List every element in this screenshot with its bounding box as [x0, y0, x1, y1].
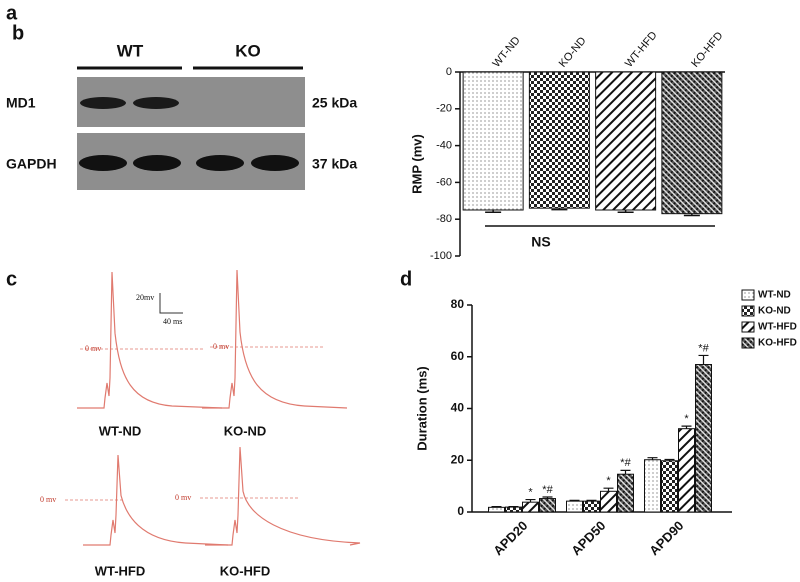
error-bar [683, 213, 700, 217]
size-label: 37 kDa [312, 156, 357, 172]
zero-label: 0 mv [40, 495, 56, 504]
bar [522, 501, 539, 513]
bar [462, 71, 524, 211]
trace-label: KO-HFD [220, 563, 271, 578]
error-bar [569, 499, 580, 502]
x-tick-label: APD50 [568, 518, 608, 558]
legend-label: WT-HFD [758, 322, 797, 333]
error-bar [525, 498, 536, 503]
y-tick-label: -40 [436, 140, 452, 152]
legend-swatch [741, 289, 755, 301]
bar [528, 71, 590, 209]
significance: *# [698, 342, 709, 354]
error-bar [620, 469, 631, 475]
ap-trace [205, 446, 361, 546]
trace-label: KO-ND [224, 423, 267, 438]
bar [600, 490, 617, 513]
significance: * [606, 475, 611, 487]
bar [595, 71, 657, 211]
bar [661, 460, 678, 513]
ap-trace [202, 269, 348, 409]
bar [488, 506, 505, 513]
panel-letter: b [12, 22, 24, 44]
ap-trace [77, 271, 223, 409]
error-bar [542, 496, 553, 499]
significance: * [684, 413, 689, 425]
group-label: KO [235, 41, 261, 60]
legend-swatch [741, 305, 755, 317]
size-label: 25 kDa [312, 95, 357, 111]
trace-label: WT-ND [99, 423, 142, 438]
error-bar [551, 208, 568, 211]
x-tick-label: WT-ND [490, 34, 522, 69]
band [133, 155, 181, 171]
annotation: NS [531, 234, 550, 250]
zero-label: 0 mv [213, 342, 229, 351]
error-bar [586, 499, 597, 502]
bar [644, 459, 661, 513]
error-bar [491, 505, 502, 508]
y-tick-label: 0 [457, 504, 464, 518]
scale-bar [159, 293, 183, 314]
significance: *# [542, 484, 553, 496]
row-label: MD1 [6, 95, 36, 111]
error-bar [681, 425, 692, 429]
trace-label: WT-HFD [95, 563, 146, 578]
bar [583, 500, 600, 513]
scale-label: 20mv [136, 293, 154, 302]
group-label: WT [117, 41, 144, 60]
y-tick-label: -100 [430, 250, 452, 262]
y-tick-label: -80 [436, 213, 452, 225]
ap-trace [83, 454, 229, 546]
zero-label: 0 mv [175, 493, 191, 502]
legend-label: KO-ND [758, 306, 791, 317]
y-tick-label: -60 [436, 176, 452, 188]
scale-label: 40 ms [163, 317, 182, 326]
error-bar [603, 487, 614, 492]
bar [695, 364, 712, 513]
legend-swatch [741, 321, 755, 333]
legend-swatch [741, 337, 755, 349]
bar [678, 428, 695, 513]
band [133, 97, 179, 109]
row-label: GAPDH [6, 156, 57, 172]
error-bar [698, 354, 709, 365]
bar [505, 506, 522, 513]
y-tick-label: -20 [436, 103, 452, 115]
bar [566, 500, 583, 513]
error-bar [508, 505, 519, 508]
significance: *# [620, 457, 631, 469]
y-tick-label: 0 [446, 66, 452, 78]
band [80, 97, 126, 109]
band [196, 155, 244, 171]
significance: * [528, 486, 533, 498]
y-tick-label: 20 [451, 452, 465, 466]
bar [539, 498, 556, 513]
legend-label: WT-ND [758, 290, 791, 301]
y-tick-label: 40 [451, 401, 465, 415]
y-axis-label: RMP (mv) [409, 134, 424, 194]
bar [661, 71, 723, 215]
x-tick-label: APD20 [490, 518, 530, 558]
y-axis-label: Duration (ms) [414, 366, 429, 451]
panel-letter: d [400, 268, 412, 290]
x-tick-label: KO-HFD [689, 30, 725, 70]
error-bar [647, 457, 658, 460]
x-tick-label: KO-ND [557, 35, 589, 70]
y-tick-label: 80 [451, 297, 465, 311]
x-tick-label: WT-HFD [623, 29, 660, 70]
x-tick-label: APD90 [646, 518, 686, 558]
band [79, 155, 127, 171]
y-tick-label: 60 [451, 349, 465, 363]
error-bar [485, 210, 502, 213]
zero-label: 0 mv [85, 344, 101, 353]
error-bar [664, 458, 675, 461]
error-bar [617, 210, 634, 213]
band [251, 155, 299, 171]
legend-label: KO-HFD [758, 338, 797, 349]
panel-letter: c [6, 268, 17, 290]
bar [617, 473, 634, 513]
panel-letter: a [6, 2, 18, 24]
